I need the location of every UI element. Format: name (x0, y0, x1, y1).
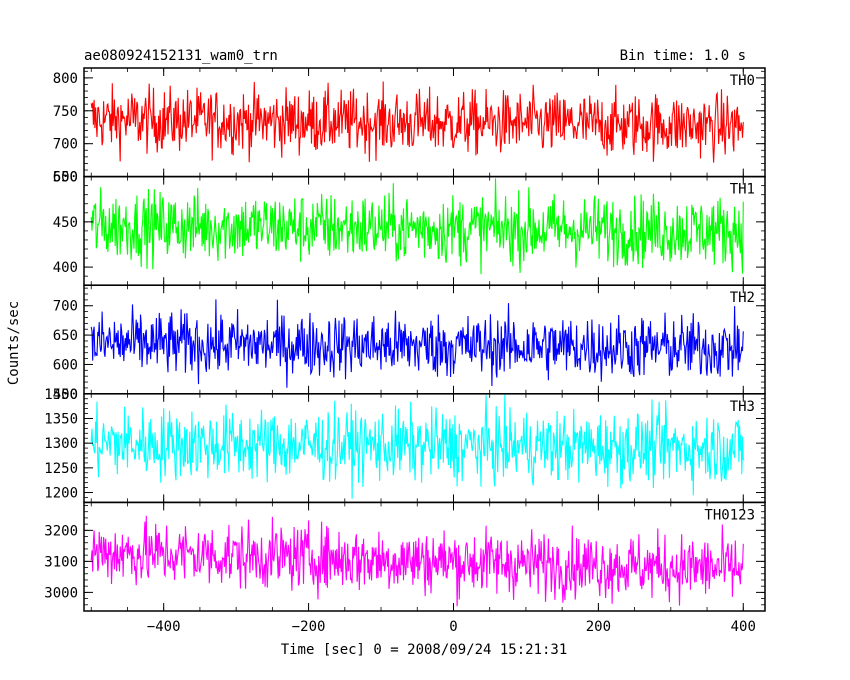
y-tick-label: 3200 (44, 523, 78, 539)
x-tick-label: −400 (147, 619, 181, 635)
x-tick-label: 200 (586, 619, 611, 635)
series-line-th1 (90, 178, 744, 275)
y-tick-label: 3100 (44, 554, 78, 570)
series-line-th0123 (90, 515, 744, 607)
y-tick-label: 800 (53, 71, 78, 87)
x-tick-label: 400 (731, 619, 756, 635)
y-tick-label: 1200 (44, 486, 78, 502)
panel-label-th0123: TH0123 (704, 507, 755, 523)
y-tick-label: 1400 (44, 387, 78, 403)
series-line-th2 (90, 299, 744, 388)
x-tick-label: −200 (292, 619, 326, 635)
chart-title: ae080924152131_wam0_trn (84, 48, 278, 64)
bin-time-label: Bin time: 1.0 s (620, 48, 746, 64)
panel-label-th2: TH2 (730, 290, 755, 306)
y-tick-label: 600 (53, 357, 78, 373)
panels-group: 650 700 750 800 TH0 400 450 500 TH1 550 600 650 700 T… (44, 67, 766, 635)
y-tick-label: 550 (53, 387, 78, 403)
y-tick-label: 3000 (44, 585, 78, 601)
y-tick-label: 700 (53, 137, 78, 153)
series-line-th0 (90, 81, 744, 163)
y-tick-label: 650 (53, 170, 78, 186)
y-tick-label: 450 (53, 215, 78, 231)
panel-label-th0: TH0 (730, 73, 755, 89)
y-tick-label: 700 (53, 299, 78, 315)
y-tick-label: 1250 (44, 461, 78, 477)
panel-label-th3: TH3 (730, 399, 755, 415)
x-axis-label: Time [sec] 0 = 2008/09/24 15:21:31 (281, 642, 568, 658)
y-tick-label: 1300 (44, 436, 78, 452)
panel-frame-th0123 (83, 501, 766, 612)
series-line-th3 (90, 393, 744, 499)
x-tick-label: 0 (449, 619, 457, 635)
y-tick-label: 500 (53, 170, 78, 186)
panel-label-th1: TH1 (730, 182, 755, 198)
y-tick-label: 400 (53, 260, 78, 276)
y-tick-label: 1350 (44, 411, 78, 427)
y-tick-label: 650 (53, 328, 78, 344)
y-axis-label: Counts/sec (6, 301, 22, 385)
y-tick-label: 750 (53, 104, 78, 120)
